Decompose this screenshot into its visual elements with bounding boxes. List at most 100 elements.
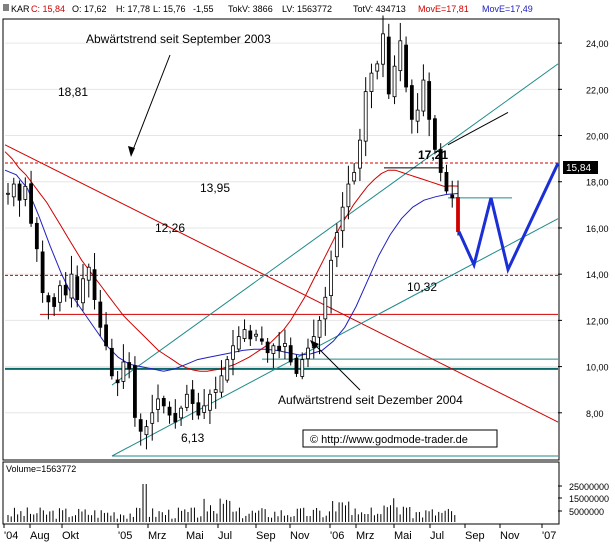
candle-body: [190, 389, 195, 404]
candle-body: [283, 343, 287, 347]
candle-body: [58, 285, 62, 303]
y-grid: [5, 42, 558, 414]
candle-body: [259, 338, 264, 342]
candle-body: [265, 341, 270, 354]
downtrend-line: [4, 144, 559, 423]
level-label-1881: 18,81: [58, 85, 88, 99]
wedge-line-top: [447, 111, 509, 146]
header-flag-icon: [3, 4, 9, 11]
candle-body: [127, 362, 132, 370]
candle-body: [98, 301, 103, 328]
candle-body: [271, 345, 276, 354]
candle-body: [29, 183, 33, 224]
candle-body: [40, 251, 45, 294]
x-tick-label: '04: [4, 530, 18, 542]
projection-zigzag: [457, 162, 560, 275]
candle-body: [456, 197, 460, 233]
y-tick-label: 12,00: [586, 316, 609, 326]
candle-body: [219, 375, 224, 393]
candle-body: [427, 81, 432, 120]
x-tick-label: Nov: [500, 530, 520, 542]
candle-body: [173, 412, 178, 423]
y-tick-label: 22,00: [586, 85, 609, 95]
level-label-1032: 10,32: [407, 280, 437, 294]
x-tick-label: Nov: [290, 530, 310, 542]
candle-body: [392, 65, 397, 98]
candle-body: [386, 36, 391, 95]
y-tick-label: 10,00: [586, 363, 609, 373]
candle-body: [150, 412, 155, 424]
candle-body: [34, 222, 39, 250]
x-tick-label: Sep: [256, 530, 276, 542]
candle-body: [404, 44, 408, 88]
annotation-downtrend: Abwärtstrend seit September 2003: [86, 32, 271, 46]
candle-body: [17, 183, 22, 201]
volume-tick-label: 5000000: [569, 507, 604, 517]
chart-header: KAR C: 15,84 O: 17,62 H: 17,78 L: 15,76 …: [3, 4, 533, 14]
uptrend-line-lower: [111, 218, 559, 457]
x-tick-label: Mai: [394, 530, 412, 542]
candle-body: [208, 393, 212, 411]
x-axis: '04 Aug Okt '05 Mrz Mai Jul Sep Nov '06 Mrz Mai Jul S…: [3, 524, 556, 542]
candle-body: [421, 79, 426, 112]
candle-body: [225, 359, 230, 381]
watermark-box: [302, 429, 498, 448]
volume-tick-label: 25000000: [569, 482, 609, 492]
last-price-text: 15,84: [566, 163, 591, 174]
projection-path: [457, 162, 560, 275]
downtrend-arrow: [130, 54, 171, 156]
volume-axis: 25000000 15000000 5000000: [558, 482, 609, 517]
candle-body: [444, 172, 449, 192]
last-price-tag: [563, 161, 598, 174]
candle-body: [329, 259, 333, 297]
candle-body: [242, 329, 247, 339]
candle-body: [144, 426, 149, 436]
header-totv: TotV: 434713: [353, 4, 406, 14]
candle-body: [254, 333, 258, 337]
candle-body: [300, 359, 305, 377]
uptrend-arrow-head: [310, 340, 319, 349]
header-move2: MovE=17,49: [482, 4, 533, 14]
candle-body: [288, 345, 293, 363]
x-tick-label: Aug: [30, 530, 50, 542]
candle-body: [86, 266, 91, 281]
downtrend-arrow-head: [128, 146, 135, 157]
x-tick-label: Jul: [218, 530, 232, 542]
header-low: L: 15,76: [153, 4, 186, 14]
price-panel-frame: [2, 18, 560, 461]
candle-body: [161, 398, 166, 407]
candle-body: [363, 91, 368, 142]
candle-body: [202, 405, 207, 413]
candle-body: [52, 297, 57, 307]
candle-body: [415, 109, 420, 122]
header-move1: MovE=17,81: [418, 4, 469, 14]
move-long-line: [4, 151, 459, 372]
candle-body: [346, 183, 351, 208]
y-tick-label: 8,00: [586, 409, 604, 419]
y-tick-label: 16,00: [586, 224, 609, 234]
header-high: H: 17,78: [116, 4, 150, 14]
level-label-1721: 17,21: [418, 148, 448, 162]
x-tick-label: '06: [330, 530, 344, 542]
volume-tick-label: 15000000: [569, 494, 609, 504]
candle-body: [121, 361, 126, 382]
candle-body: [381, 33, 385, 65]
candle-body: [352, 172, 357, 182]
y-tick-label: 18,00: [586, 178, 609, 188]
x-tick-label: Mrz: [148, 530, 166, 542]
y-tick-label: 24,00: [586, 39, 609, 49]
candle-body: [184, 393, 189, 408]
candle-body: [156, 398, 160, 410]
candle-body: [340, 206, 345, 232]
x-tick-label: Mrz: [356, 530, 374, 542]
candle-body: [6, 192, 10, 195]
header-open: O: 17,62: [72, 4, 107, 14]
candles: [6, 15, 460, 450]
uptrend-arrow: [311, 341, 361, 391]
volume-bars: [7, 484, 456, 522]
candle-body: [450, 194, 455, 199]
candle-body: [375, 63, 380, 72]
header-close: C: 15,84: [31, 4, 65, 14]
horizontal-levels: [5, 162, 558, 457]
